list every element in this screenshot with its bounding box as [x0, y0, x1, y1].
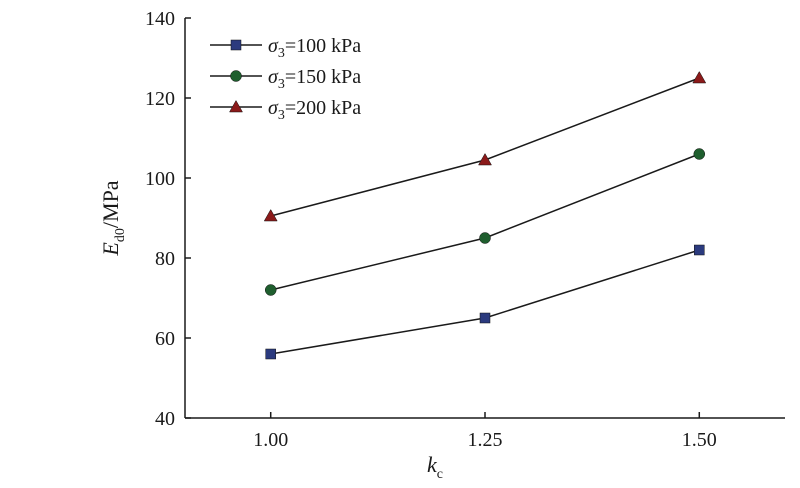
y-axis-label: Ed0/MPa: [98, 180, 128, 256]
y-axis-label-main: E: [98, 242, 123, 257]
y-axis-label-sub: d0: [113, 228, 128, 242]
data-point: [478, 152, 492, 166]
data-point: [265, 348, 276, 360]
y-tick-label: 120: [145, 88, 175, 110]
series-line: [270, 153, 700, 291]
legend-item-3: σ3=200 kPa: [210, 97, 361, 123]
data-point: [692, 70, 707, 84]
y-tick-label: 40: [155, 408, 175, 430]
x-axis-label: kc: [427, 452, 443, 482]
series-line: [270, 249, 700, 355]
x-ticks: 1.00 1.25 1.50: [253, 412, 717, 451]
y-axis-label-unit: /MPa: [98, 180, 123, 228]
legend-label: σ3=100 kPa: [268, 35, 361, 61]
legend-item-2: σ3=150 kPa: [210, 66, 361, 92]
data-point: [479, 312, 491, 324]
y-tick-label: 80: [155, 248, 175, 270]
x-tick-label: 1.50: [682, 429, 717, 451]
x-tick-label: 1.00: [253, 429, 288, 451]
x-axis-label-main: k: [427, 452, 438, 477]
legend-label: σ3=150 kPa: [268, 66, 361, 92]
series-1: [265, 244, 705, 360]
legend-item-1: σ3=100 kPa: [210, 35, 361, 61]
series-3: [263, 70, 707, 222]
data-point: [479, 232, 491, 244]
legend-marker: [229, 99, 243, 113]
series-layer: [263, 70, 707, 360]
data-point: [694, 244, 705, 256]
data-point: [693, 148, 706, 160]
x-axis-label-sub: c: [437, 467, 443, 482]
legend-marker: [230, 39, 242, 51]
x-tick-label: 1.25: [468, 429, 503, 451]
y-tick-label: 60: [155, 328, 175, 350]
legend: σ3=100 kPa σ3=150 kPa σ3=200 kPa: [210, 35, 361, 123]
data-point: [263, 208, 278, 222]
y-tick-label: 100: [145, 168, 175, 190]
legend-label: σ3=200 kPa: [268, 97, 361, 123]
legend-marker: [230, 70, 242, 82]
y-ticks: 40 60 80 100 120 140: [145, 8, 191, 430]
y-tick-label: 140: [145, 8, 175, 30]
data-point: [264, 284, 277, 296]
series-2: [264, 148, 706, 296]
